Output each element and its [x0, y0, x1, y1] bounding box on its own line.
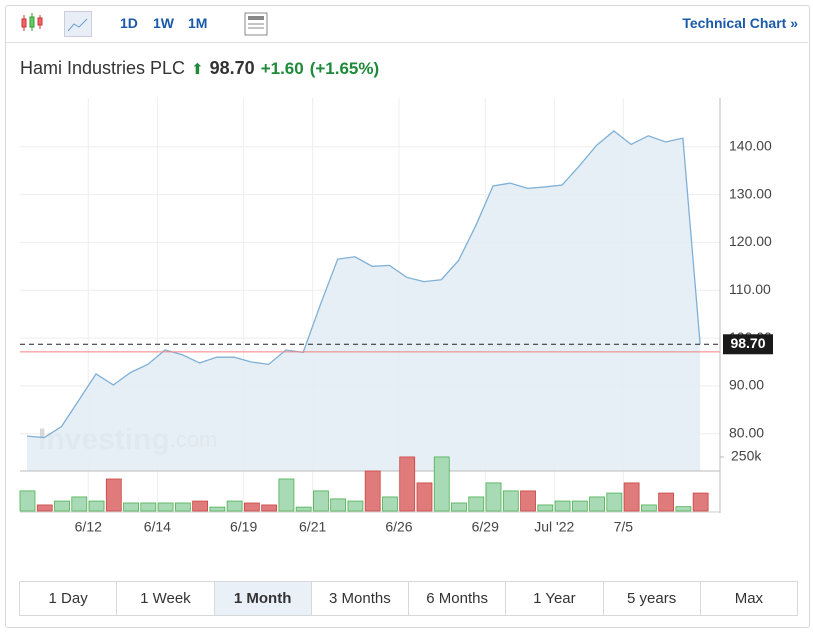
y-tick-label: 110.00	[729, 281, 771, 297]
range-button[interactable]: 3 Months	[312, 582, 409, 615]
volume-bar	[140, 502, 157, 512]
candle-icon[interactable]	[18, 9, 48, 39]
volume-bar	[192, 500, 209, 512]
volume-bar	[88, 500, 105, 512]
range-button[interactable]: 6 Months	[409, 582, 507, 615]
range-button[interactable]: 5 years	[604, 582, 701, 615]
last-price-box	[723, 334, 773, 355]
price-line	[26, 130, 701, 439]
volume-bar	[451, 502, 467, 512]
x-tick-label: 6/21	[299, 519, 326, 535]
interval-button[interactable]: 1W	[153, 15, 174, 31]
volume-bar	[226, 500, 243, 512]
volume-bar	[571, 500, 588, 512]
volume-bar	[54, 500, 70, 512]
widget-icon[interactable]	[242, 9, 272, 39]
volume-bar	[123, 502, 139, 512]
range-button[interactable]: 1 Year	[506, 582, 604, 615]
volume-bar	[675, 506, 692, 512]
volume-bar	[623, 482, 640, 512]
frame	[5, 5, 810, 628]
volume-bar	[174, 502, 191, 512]
volume-bar	[399, 456, 416, 512]
x-tick-label: 6/19	[230, 519, 257, 535]
range-button[interactable]: 1 Day	[20, 582, 118, 615]
volume-bar	[416, 482, 433, 512]
x-tick-label: 7/5	[614, 519, 634, 535]
volume-bar	[243, 502, 260, 512]
range-button[interactable]: 1 Month	[214, 582, 312, 615]
volume-bar	[520, 490, 536, 512]
volume-bar	[364, 470, 381, 512]
volume-bar	[468, 496, 485, 512]
volume-bar	[433, 456, 450, 512]
y-tick-label: 140.00	[729, 137, 772, 153]
volume-bar	[105, 478, 122, 512]
range-button[interactable]: 1 Week	[117, 582, 215, 615]
range-button[interactable]: Max	[734, 590, 764, 607]
y-tick-label: 90.00	[729, 377, 764, 393]
change-percent: (+1.65%)	[309, 59, 380, 78]
volume-bar	[485, 482, 502, 512]
volume-bar	[554, 500, 571, 512]
x-tick-label: 6/26	[385, 519, 412, 535]
header: Hami Industries PLC ⬆ 98.70 +1.60 (+1.65%)	[20, 58, 385, 79]
volume-bar	[278, 478, 295, 512]
volume-bar	[209, 506, 226, 512]
volume-bar	[658, 492, 675, 512]
up-arrow: ⬆	[191, 61, 204, 78]
volume-bar	[157, 502, 174, 512]
range-bar: 1 Day 1 Week 1 Month 3 Months 6 Months 1 Year…	[19, 581, 798, 616]
volume-bar	[36, 504, 53, 512]
price: 98.70	[209, 58, 255, 78]
area-fill	[27, 130, 701, 471]
x-tick-label: 6/14	[144, 519, 171, 535]
area-icon[interactable]	[64, 11, 92, 37]
y2-tick-label: 250k	[731, 448, 762, 464]
x-tick-label: Jul '22	[534, 519, 574, 535]
volume-bar	[692, 492, 709, 512]
volume-bar	[71, 496, 88, 512]
volume-bar	[19, 490, 36, 512]
last-price-label: 98.70	[730, 335, 765, 351]
volume-bar	[606, 492, 623, 512]
change: +1.60	[260, 59, 304, 78]
y-tick-label: 120.00	[729, 233, 772, 249]
volume-bar	[589, 496, 605, 512]
volume-bar	[382, 496, 398, 512]
volume-bar	[330, 498, 347, 512]
volume-bar	[640, 504, 657, 512]
chart: 6/12 6/14 6/19 6/21 6/26 6/29 Jul '22 7/5 80.00 9…	[19, 98, 773, 535]
technical-chart-link[interactable]: Technical Chart »	[682, 15, 798, 31]
volume-bar	[295, 506, 312, 512]
x-tick-label: 6/12	[75, 519, 102, 535]
interval-button[interactable]: 1M	[188, 15, 208, 31]
toolbar: 1D 1W 1M Technical Chart »	[6, 6, 808, 43]
volume-bar	[261, 504, 278, 512]
x-tick-label: 6/29	[472, 519, 499, 535]
interval-button[interactable]: 1D	[120, 15, 138, 31]
volume-bar	[502, 490, 519, 512]
instrument-name: Hami Industries PLC	[20, 58, 186, 78]
volume-bar	[537, 504, 554, 512]
volume-bar	[313, 490, 329, 512]
y-tick-label: 130.00	[729, 185, 772, 201]
y-tick-label: 80.00	[729, 424, 764, 440]
volume-bar	[347, 500, 364, 512]
